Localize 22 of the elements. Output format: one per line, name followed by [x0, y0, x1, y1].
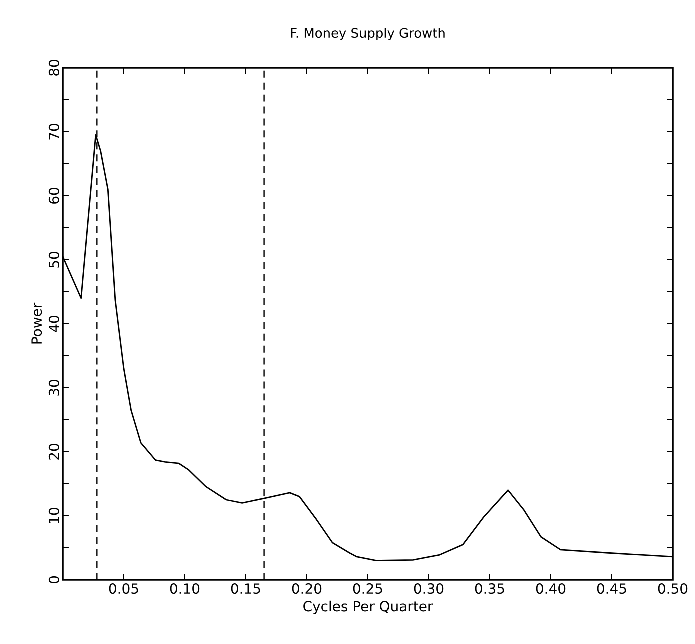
x-tick-label: 0.20 [292, 584, 322, 594]
y-tick-label: 80 [48, 60, 60, 76]
y-tick-label: 40 [48, 316, 60, 332]
x-tick-label: 0.45 [597, 584, 626, 594]
x-tick-label: 0.35 [475, 584, 504, 594]
y-tick-label: 50 [48, 252, 60, 268]
x-axis-title: Cycles Per Quarter [304, 600, 434, 614]
x-tick-label: 0.15 [231, 584, 260, 594]
y-tick-label: 0 [48, 576, 60, 584]
chart-title: F. Money Supply Growth [291, 28, 445, 41]
y-tick-label: 20 [48, 444, 60, 460]
x-tick-label: 0.50 [658, 584, 688, 594]
y-axis-title: Power [32, 302, 42, 344]
x-tick-label: 0.05 [109, 584, 138, 594]
y-tick-label: 60 [48, 188, 60, 204]
x-tick-label: 0.10 [170, 584, 200, 594]
y-tick-label: 70 [48, 124, 60, 140]
y-tick-label: 30 [48, 380, 60, 396]
y-tick-label: 10 [48, 508, 60, 524]
x-tick-label: 0.30 [414, 584, 444, 594]
x-tick-label: 0.25 [353, 584, 382, 594]
x-tick-label: 0.40 [536, 584, 566, 594]
